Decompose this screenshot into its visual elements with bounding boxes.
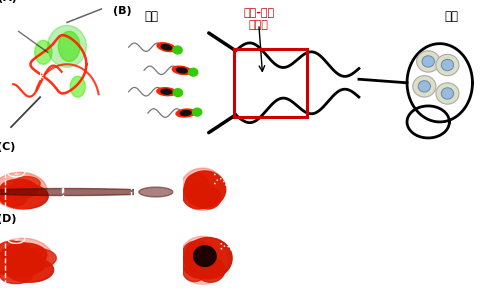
Bar xyxy=(63,167,132,217)
Ellipse shape xyxy=(161,45,172,50)
Polygon shape xyxy=(182,248,218,278)
Polygon shape xyxy=(184,171,226,208)
Polygon shape xyxy=(196,186,221,209)
Text: (A): (A) xyxy=(0,0,17,3)
Text: ③: ③ xyxy=(12,234,20,243)
Polygon shape xyxy=(182,181,214,209)
Ellipse shape xyxy=(172,66,192,74)
Text: 卵管: 卵管 xyxy=(444,10,458,23)
Polygon shape xyxy=(48,25,86,67)
Polygon shape xyxy=(0,184,48,209)
Bar xyxy=(66,234,132,291)
Circle shape xyxy=(442,59,454,71)
Polygon shape xyxy=(0,241,30,257)
Text: ③: ③ xyxy=(189,230,196,239)
Text: *: * xyxy=(29,108,36,122)
Text: 1 mm: 1 mm xyxy=(230,284,248,289)
Text: $\it{Lypd4}$$^{-/-}$: $\it{Lypd4}$$^{-/-}$ xyxy=(142,230,175,242)
Ellipse shape xyxy=(161,89,172,94)
Circle shape xyxy=(416,51,440,72)
Text: ②: ② xyxy=(268,158,276,167)
Text: (D): (D) xyxy=(0,214,17,224)
Text: 子宮: 子宮 xyxy=(144,10,158,23)
Text: 蛍光精子: 蛍光精子 xyxy=(54,10,76,19)
Text: $\it{Lypd4}$$^{-/-}$: $\it{Lypd4}$$^{-/-}$ xyxy=(288,230,322,242)
Text: ④: ④ xyxy=(117,234,124,243)
Text: $\it{Lypd4}$$^{+/+}$: $\it{Lypd4}$$^{+/+}$ xyxy=(288,158,322,171)
Circle shape xyxy=(436,83,459,104)
Text: (B): (B) xyxy=(112,6,131,16)
Bar xyxy=(6,167,62,217)
Polygon shape xyxy=(194,246,216,266)
Text: ④: ④ xyxy=(268,230,276,239)
Polygon shape xyxy=(184,238,232,279)
Polygon shape xyxy=(0,192,27,206)
Circle shape xyxy=(436,54,459,76)
Polygon shape xyxy=(182,241,212,266)
Polygon shape xyxy=(0,188,158,196)
Text: 1 mm: 1 mm xyxy=(230,214,248,219)
Ellipse shape xyxy=(174,89,182,97)
Polygon shape xyxy=(0,238,54,282)
Text: *: * xyxy=(36,72,44,86)
Polygon shape xyxy=(0,249,46,277)
Polygon shape xyxy=(58,31,80,61)
Polygon shape xyxy=(70,76,86,97)
Ellipse shape xyxy=(188,68,198,76)
Polygon shape xyxy=(139,187,173,197)
Polygon shape xyxy=(6,257,54,282)
Polygon shape xyxy=(14,177,40,190)
Text: ①: ① xyxy=(189,158,196,167)
Circle shape xyxy=(413,76,436,97)
Polygon shape xyxy=(180,168,225,210)
Circle shape xyxy=(418,81,430,92)
Circle shape xyxy=(442,88,454,99)
Ellipse shape xyxy=(176,68,187,73)
Ellipse shape xyxy=(173,46,182,54)
Bar xyxy=(234,49,307,117)
Ellipse shape xyxy=(157,88,176,96)
Text: $\it{Lypd4}$$^{+/+}$: $\it{Lypd4}$$^{+/+}$ xyxy=(142,158,175,171)
Text: 1 mm: 1 mm xyxy=(158,284,176,289)
Ellipse shape xyxy=(192,108,202,116)
Polygon shape xyxy=(196,257,225,282)
Polygon shape xyxy=(2,243,47,266)
Ellipse shape xyxy=(157,43,176,52)
Text: $\it{Lypd4}$$^{+/+}$: $\it{Lypd4}$$^{+/+}$ xyxy=(366,158,400,171)
Polygon shape xyxy=(0,172,47,209)
Polygon shape xyxy=(184,262,206,282)
Text: 1 mm: 1 mm xyxy=(158,214,176,219)
Text: $\it{Lypd4}$$^{+/+}$: $\it{Lypd4}$$^{+/+}$ xyxy=(210,158,244,171)
Polygon shape xyxy=(0,267,32,284)
Text: ①: ① xyxy=(12,168,20,177)
Text: 子宮-卵管
結合部: 子宮-卵管 結合部 xyxy=(243,8,274,30)
Text: (C): (C) xyxy=(0,142,16,152)
Text: ②: ② xyxy=(117,168,124,177)
Text: $\it{Lypd4}$$^{-/-}$: $\it{Lypd4}$$^{-/-}$ xyxy=(366,230,400,242)
Text: $\it{Lypd4}$$^{-/-}$: $\it{Lypd4}$$^{-/-}$ xyxy=(210,230,244,242)
Polygon shape xyxy=(35,40,52,64)
Bar xyxy=(6,234,64,291)
Polygon shape xyxy=(186,174,208,193)
Ellipse shape xyxy=(176,109,195,117)
Circle shape xyxy=(422,56,434,67)
Polygon shape xyxy=(19,248,57,268)
Ellipse shape xyxy=(180,111,191,116)
Polygon shape xyxy=(178,236,226,284)
Polygon shape xyxy=(0,179,38,199)
